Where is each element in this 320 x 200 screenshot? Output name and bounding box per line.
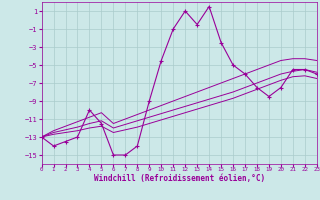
X-axis label: Windchill (Refroidissement éolien,°C): Windchill (Refroidissement éolien,°C)	[94, 174, 265, 183]
